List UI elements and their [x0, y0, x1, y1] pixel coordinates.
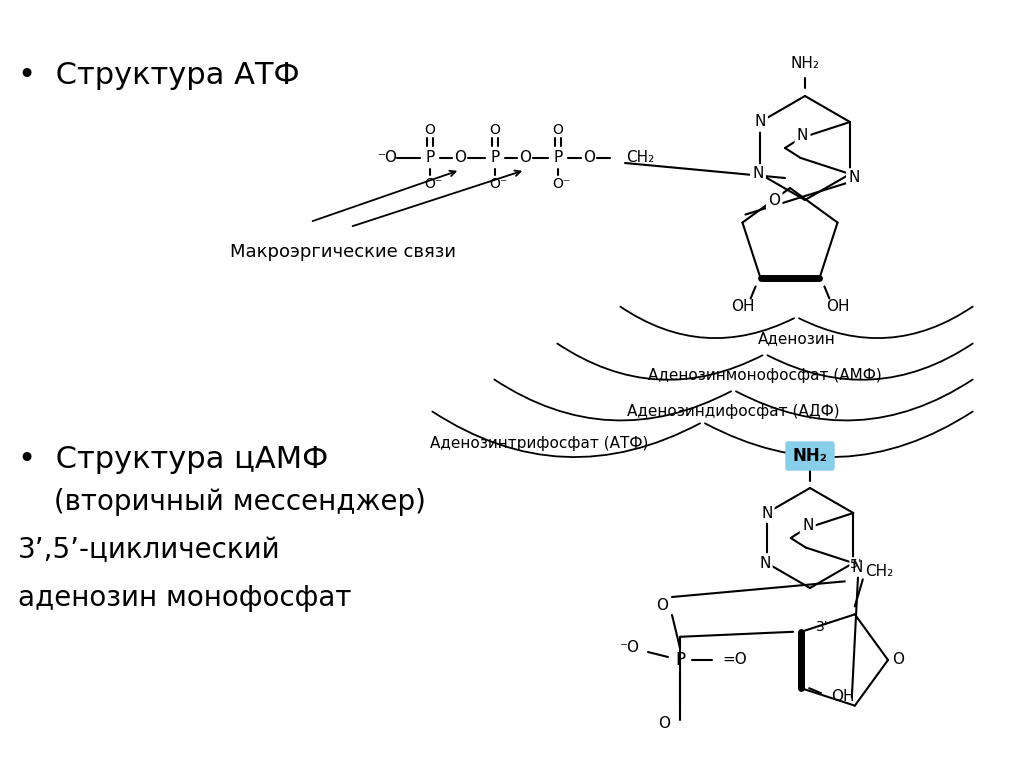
Text: 3’,5’-циклический: 3’,5’-циклический: [18, 536, 281, 564]
Text: 3': 3': [816, 620, 828, 634]
Text: N: N: [761, 505, 772, 521]
Text: O: O: [583, 150, 595, 166]
Text: O⁻: O⁻: [488, 177, 507, 191]
FancyBboxPatch shape: [786, 442, 834, 470]
Text: OH: OH: [825, 299, 849, 314]
Text: O: O: [553, 123, 563, 137]
Text: CH₂: CH₂: [626, 150, 654, 166]
Text: O⁻: O⁻: [552, 177, 570, 191]
Text: O: O: [489, 123, 501, 137]
Text: •  Структура цАМФ: • Структура цАМФ: [18, 446, 329, 475]
Text: Аденозиндифосфат (АДФ): Аденозиндифосфат (АДФ): [627, 404, 840, 419]
Text: OH: OH: [831, 689, 855, 703]
Text: аденозин монофосфат: аденозин монофосфат: [18, 584, 351, 612]
Text: 5': 5': [850, 558, 861, 571]
Text: Аденозин: Аденозин: [758, 331, 836, 346]
Text: P: P: [675, 651, 685, 669]
Text: CH₂: CH₂: [865, 564, 893, 579]
Text: N: N: [848, 170, 860, 186]
Text: O: O: [519, 150, 531, 166]
Text: N: N: [755, 114, 766, 130]
Text: N: N: [802, 518, 813, 533]
Text: =O: =O: [722, 653, 746, 667]
Text: N: N: [759, 555, 770, 571]
Text: P: P: [425, 150, 434, 166]
Text: N: N: [797, 127, 808, 143]
Text: O: O: [425, 123, 435, 137]
Text: OH: OH: [731, 299, 755, 314]
Text: Аденозинтрифосфат (АТФ): Аденозинтрифосфат (АТФ): [430, 436, 648, 451]
Text: NH₂: NH₂: [791, 55, 819, 71]
Text: Макроэргические связи: Макроэргические связи: [230, 243, 456, 261]
Text: ⁻O: ⁻O: [620, 640, 640, 656]
Text: O: O: [768, 193, 780, 208]
Text: O: O: [658, 716, 670, 730]
Text: O⁻: O⁻: [424, 177, 442, 191]
Text: •  Структура АТФ: • Структура АТФ: [18, 61, 300, 90]
Text: N: N: [753, 166, 764, 182]
Text: N: N: [852, 559, 863, 574]
Text: Аденозинмонофосфат (АМФ): Аденозинмонофосфат (АМФ): [648, 368, 882, 383]
Text: O: O: [454, 150, 466, 166]
Text: O: O: [656, 597, 668, 613]
Text: NH₂: NH₂: [793, 447, 827, 465]
Text: O: O: [892, 653, 904, 667]
Text: (вторичный мессенджер): (вторичный мессенджер): [45, 488, 426, 516]
Text: P: P: [553, 150, 562, 166]
Text: ⁻O: ⁻O: [378, 150, 398, 166]
Text: P: P: [490, 150, 500, 166]
